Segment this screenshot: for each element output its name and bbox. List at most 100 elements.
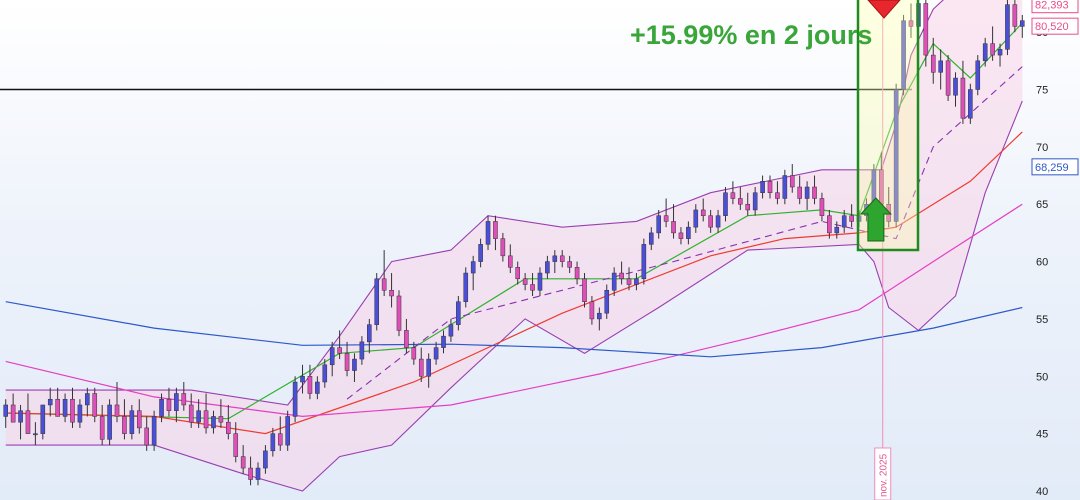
candle [255, 462, 261, 486]
candle [841, 209, 847, 233]
candle [678, 227, 684, 245]
svg-text:80,520: 80,520 [1035, 21, 1069, 33]
candle [671, 204, 676, 239]
bollinger-lower [5, 100, 1023, 492]
candle [99, 404, 105, 446]
candle [975, 55, 981, 96]
candle [33, 422, 38, 446]
candle [396, 290, 402, 337]
candle [522, 273, 528, 291]
candle [277, 416, 283, 451]
candle [352, 353, 357, 383]
candle [485, 215, 491, 251]
y-tick-label: 60 [1036, 257, 1048, 269]
y-tick-label: 65 [1036, 199, 1048, 211]
candle [893, 83, 899, 228]
candle [723, 187, 728, 222]
candle [25, 393, 31, 434]
candle [218, 399, 224, 428]
price-tag: 68,259 [1031, 158, 1079, 176]
candle [188, 393, 194, 428]
candle [537, 267, 543, 296]
candle [181, 382, 187, 411]
candle [92, 387, 98, 423]
candle [10, 393, 16, 423]
candle [85, 387, 90, 417]
candle [374, 273, 380, 331]
candle [767, 175, 773, 199]
candle [456, 295, 461, 331]
candle [122, 399, 127, 440]
candle [411, 341, 417, 365]
candle [344, 341, 350, 377]
candle [448, 318, 454, 342]
candle [389, 273, 394, 308]
candle [263, 445, 268, 474]
candle [901, 14, 906, 96]
candle [745, 192, 751, 216]
candle [582, 273, 587, 308]
candle [960, 60, 966, 124]
candle [77, 399, 83, 428]
candle [997, 43, 1003, 67]
candle [196, 399, 201, 428]
candle [775, 181, 780, 205]
candle [604, 284, 610, 319]
candle [367, 318, 372, 354]
candle [619, 261, 624, 285]
candle [953, 72, 958, 107]
candle [789, 164, 795, 193]
candle [945, 55, 951, 101]
candle [174, 387, 179, 423]
candle [47, 387, 53, 417]
candle [40, 404, 46, 440]
candle [634, 273, 639, 291]
candle [470, 255, 476, 291]
moving-average-line-3 [5, 301, 1023, 358]
price-tag: 80,520 [1031, 17, 1079, 35]
candle [693, 204, 699, 233]
candle [938, 49, 943, 90]
candle [552, 250, 558, 274]
candle [248, 456, 253, 486]
candle [686, 221, 691, 245]
candle [226, 404, 231, 440]
candle [159, 393, 164, 423]
candle [782, 169, 788, 205]
candle [834, 221, 840, 239]
candle [700, 198, 706, 222]
candle [559, 250, 565, 268]
candle [337, 330, 342, 360]
svg-text:82,393: 82,393 [1035, 0, 1069, 12]
candle [567, 255, 572, 274]
bollinger-band-fill [5, 0, 1023, 491]
candle [107, 399, 112, 446]
candle [136, 399, 142, 434]
y-tick-label: 55 [1036, 314, 1048, 326]
candle [329, 341, 335, 377]
candle [626, 267, 632, 291]
y-tick-label: 45 [1036, 429, 1048, 441]
candle [930, 37, 936, 84]
candle [478, 238, 483, 268]
candle [545, 255, 550, 279]
candle [663, 198, 669, 228]
candle [493, 215, 498, 251]
candle [574, 261, 580, 285]
candle [381, 250, 387, 296]
candle [715, 209, 721, 233]
candle [322, 359, 328, 388]
candle [589, 295, 595, 325]
candle [1012, 0, 1018, 33]
candle [240, 445, 246, 474]
candle [597, 307, 602, 331]
candle [530, 273, 535, 296]
candle [441, 330, 446, 354]
candle [315, 376, 320, 400]
candle [285, 410, 290, 451]
candle [307, 364, 313, 400]
y-tick-label: 50 [1036, 371, 1048, 383]
gain-annotation: +15.99% en 2 jours [630, 20, 872, 50]
candle [418, 347, 424, 383]
